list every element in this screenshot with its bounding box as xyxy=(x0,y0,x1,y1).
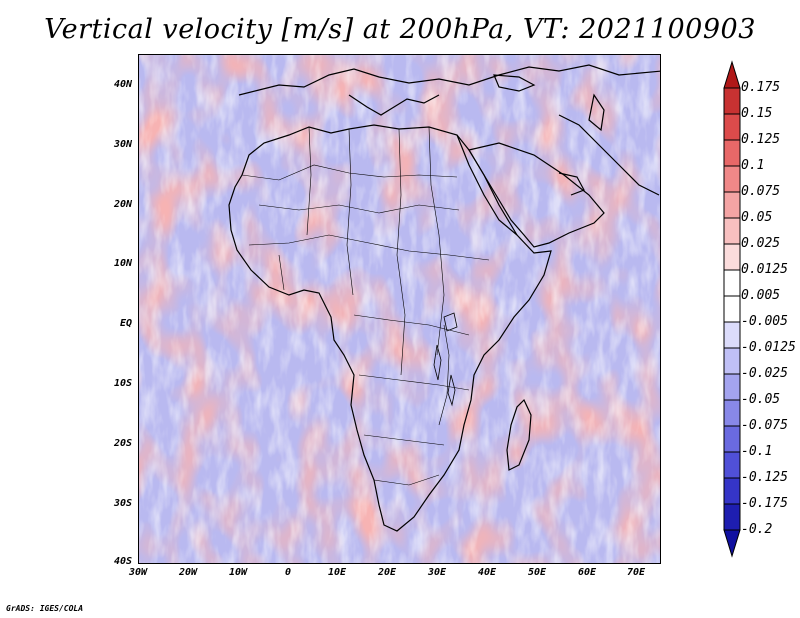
colorbar-segment xyxy=(723,243,741,271)
colorbar-label: -0.025 xyxy=(741,366,788,381)
colorbar-top-arrow xyxy=(723,60,741,89)
colorbar-label: 0.1 xyxy=(741,158,765,173)
colorbar-segment xyxy=(723,269,741,297)
lat-label: 10S xyxy=(113,378,132,389)
colorbar-label: -0.05 xyxy=(741,392,781,407)
colorbar-label: 0.05 xyxy=(741,210,773,225)
colorbar-label: -0.1 xyxy=(741,444,773,459)
colorbar-label: -0.075 xyxy=(741,418,788,433)
lat-label: 10N xyxy=(113,258,132,269)
colorbar xyxy=(723,60,741,558)
lat-label: 20N xyxy=(113,199,132,210)
colorbar-segment xyxy=(723,425,741,453)
colorbar-label: -0.175 xyxy=(741,496,788,511)
lon-label: 20E xyxy=(377,567,397,578)
colorbar-label: -0.005 xyxy=(741,314,788,329)
lon-label: 40E xyxy=(477,567,497,578)
colorbar-label: 0.0125 xyxy=(741,262,788,277)
colorbar-label: -0.125 xyxy=(741,470,788,485)
country-borders xyxy=(241,126,490,486)
colorbar-segment xyxy=(723,477,741,505)
lat-label: 40N xyxy=(113,79,132,90)
lat-label: 30N xyxy=(113,139,132,150)
lon-label: 30W xyxy=(128,567,148,578)
software-credit: GrADS: IGES/COLA xyxy=(6,604,84,613)
colorbar-segment xyxy=(723,399,741,427)
lon-label: 30E xyxy=(427,567,447,578)
colorbar-label: 0.15 xyxy=(741,106,773,121)
colorbar-segment xyxy=(723,165,741,193)
colorbar-label: 0.175 xyxy=(741,80,781,95)
colorbar-bottom-arrow xyxy=(723,529,741,558)
colorbar-segment xyxy=(723,321,741,349)
map-panel xyxy=(138,54,661,564)
plot-title: Vertical velocity [m/s] at 200hPa, VT: 2… xyxy=(44,14,756,45)
lon-label: 20W xyxy=(178,567,198,578)
colorbar-segment xyxy=(723,139,741,167)
colorbar-segment xyxy=(723,113,741,141)
colorbar-segment xyxy=(723,503,741,531)
lat-label: EQ xyxy=(119,318,132,329)
lakes xyxy=(433,312,458,407)
lat-label: 30S xyxy=(113,498,132,509)
colorbar-segment xyxy=(723,451,741,479)
lon-label: 60E xyxy=(577,567,597,578)
lon-label: 0 xyxy=(284,567,292,578)
colorbar-segment xyxy=(723,295,741,323)
lon-label: 50E xyxy=(527,567,547,578)
colorbar-label: 0.005 xyxy=(741,288,781,303)
lon-label: 70E xyxy=(626,567,646,578)
lon-label: 10W xyxy=(228,567,248,578)
colorbar-label: -0.0125 xyxy=(741,340,796,355)
lon-label: 10E xyxy=(327,567,347,578)
colorbar-segment xyxy=(723,373,741,401)
colorbar-label: 0.025 xyxy=(741,236,781,251)
lat-label: 20S xyxy=(113,438,132,449)
coastlines xyxy=(228,64,660,532)
colorbar-label: -0.2 xyxy=(741,522,773,537)
lat-label: 40S xyxy=(113,556,132,567)
colorbar-segment xyxy=(723,87,741,115)
colorbar-label: 0.075 xyxy=(741,184,781,199)
colorbar-segment xyxy=(723,217,741,245)
velocity-field xyxy=(139,55,660,563)
colorbar-segment xyxy=(723,347,741,375)
colorbar-segment xyxy=(723,191,741,219)
colorbar-label: 0.125 xyxy=(741,132,781,147)
